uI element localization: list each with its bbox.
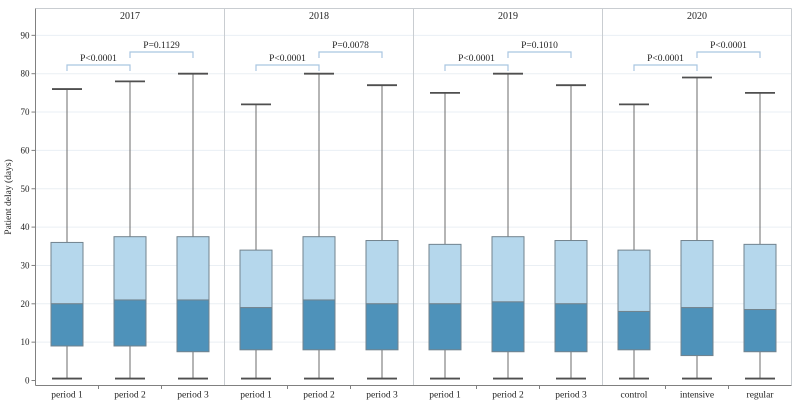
p-value-label: P<0.0001 <box>710 41 747 51</box>
p-value-label: P<0.0001 <box>647 54 684 64</box>
p-value-label: P<0.0001 <box>269 54 306 64</box>
box-upper-quartile <box>491 236 525 303</box>
box-2018-period-2 <box>302 72 336 380</box>
x-category-label: period 1 <box>240 391 272 401</box>
box-lower-quartile <box>743 309 777 353</box>
box-lower-quartile <box>680 307 714 357</box>
box-upper-quartile <box>428 243 462 305</box>
p-value-label: P<0.0001 <box>80 54 117 64</box>
x-category-label: period 1 <box>429 391 461 401</box>
box-2019-period-2 <box>491 72 525 380</box>
box-lower-quartile <box>428 303 462 351</box>
p-value-label: P=0.1010 <box>521 41 558 51</box>
x-category-label: regular <box>747 391 775 401</box>
box-lower-quartile <box>50 303 84 347</box>
box-upper-quartile <box>302 236 336 301</box>
x-category-label: period 2 <box>114 391 146 401</box>
box-lower-quartile <box>554 303 588 353</box>
box-upper-quartile <box>365 240 399 305</box>
box-2020-intensive <box>680 76 714 380</box>
box-upper-quartile <box>239 249 273 309</box>
box-2017-period-3 <box>176 72 210 380</box>
y-tick-label-40: 40 <box>21 222 31 232</box>
comparison-bracket <box>255 64 320 71</box>
box-2020-control <box>617 103 651 380</box>
x-category-label: period 2 <box>492 391 524 401</box>
p-value-label: P<0.0001 <box>458 54 495 64</box>
box-2017-period-1 <box>50 88 84 380</box>
box-upper-quartile <box>176 236 210 301</box>
comparison-bracket <box>696 51 761 58</box>
box-upper-quartile <box>113 236 147 301</box>
box-upper-quartile <box>743 243 777 311</box>
x-category-label: period 3 <box>555 391 587 401</box>
p-value-label: P=0.1129 <box>143 41 180 51</box>
y-tick-label-20: 20 <box>21 299 31 309</box>
p-value-label: P=0.0078 <box>332 41 369 51</box>
x-category-label: intensive <box>680 391 714 401</box>
box-lower-quartile <box>617 310 651 351</box>
box-upper-quartile <box>50 241 84 305</box>
box-2018-period-1 <box>239 103 273 380</box>
facet-year-label: 2018 <box>309 11 329 22</box>
comparison-bracket <box>507 51 572 58</box>
y-tick-label-80: 80 <box>21 69 31 79</box>
y-axis-title: Patient delay (days) <box>3 159 14 234</box>
box-lower-quartile <box>491 301 525 353</box>
y-tick-label-50: 50 <box>21 184 31 194</box>
comparison-bracket <box>633 64 698 71</box>
box-2017-period-2 <box>113 80 147 380</box>
box-lower-quartile <box>302 299 336 351</box>
box-lower-quartile <box>176 299 210 353</box>
x-category-label: period 1 <box>51 391 83 401</box>
box-upper-quartile <box>617 249 651 312</box>
facet-year-label: 2019 <box>498 11 518 22</box>
y-tick-label-30: 30 <box>21 260 31 270</box>
y-tick-label-10: 10 <box>21 337 31 347</box>
box-2019-period-1 <box>428 91 462 380</box>
box-upper-quartile <box>554 240 588 305</box>
y-tick-label-60: 60 <box>21 145 31 155</box>
x-category-label: period 2 <box>303 391 335 401</box>
comparison-bracket <box>318 51 383 58</box>
comparison-bracket <box>129 51 194 58</box>
y-tick-label-0: 0 <box>25 376 30 386</box>
box-lower-quartile <box>365 303 399 351</box>
y-tick-label-90: 90 <box>21 30 31 40</box>
box-2019-period-3 <box>554 84 588 380</box>
box-2020-regular <box>743 91 777 380</box>
comparison-bracket <box>444 64 509 71</box>
x-category-label: period 3 <box>177 391 209 401</box>
facet-year-label: 2017 <box>120 11 140 22</box>
box-lower-quartile <box>113 299 147 347</box>
comparison-bracket <box>66 64 131 71</box>
box-2018-period-3 <box>365 84 399 380</box>
x-category-label: control <box>621 391 648 401</box>
x-category-label: period 3 <box>366 391 398 401</box>
box-lower-quartile <box>239 307 273 351</box>
box-upper-quartile <box>680 240 714 309</box>
y-tick-label-70: 70 <box>21 107 31 117</box>
facet-year-label: 2020 <box>687 11 707 22</box>
